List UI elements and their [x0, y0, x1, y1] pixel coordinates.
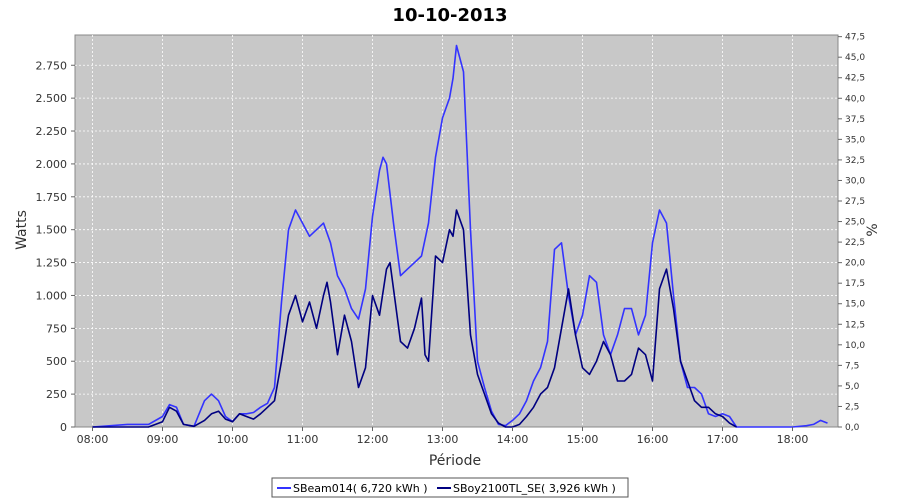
grid-lines [75, 35, 838, 427]
series-lines [92, 44, 828, 428]
x-tick-label: 10:00 [217, 433, 249, 446]
x-tick-label: 18:00 [777, 433, 809, 446]
legend-label-sboy: SBoy2100TL_SE( 3,926 kWh ) [453, 482, 616, 495]
x-tick-label: 16:00 [637, 433, 669, 446]
y2-tick-labels: 0,0 2,5 5,0 7,5 10,0 12,5 15,0 17,5 20,0 22,5 25,0… [845, 33, 865, 433]
y2-tick-label: 10,0 [845, 341, 865, 351]
y2-tick-label: 5,0 [845, 382, 860, 392]
x-tick-label: 14:00 [497, 433, 529, 446]
y2-tick-label: 32,5 [845, 156, 865, 166]
y2-tick-label: 20,0 [845, 259, 865, 269]
plot-area [74, 34, 839, 428]
y2-tick-label: 40,0 [845, 94, 865, 104]
y2-tick-label: 47,5 [845, 33, 865, 43]
y-tick-label: 2.000 [36, 158, 68, 171]
y2-tick-label: 2,5 [845, 402, 859, 412]
y-tick-label: 2.750 [36, 59, 68, 72]
y2-tick-label: 15,0 [845, 300, 865, 310]
x-tick-label: 11:00 [287, 433, 319, 446]
x-tick-labels: 08:00 09:00 10:00 11:00 12:00 13:00 14:00 15:00… [77, 433, 809, 446]
y2-tick-label: 30,0 [845, 176, 865, 186]
y-tick-labels: 0 250 500 750 1.000 1.250 1.500 1.750 2.000 2.250… [36, 59, 68, 434]
y-tick-label: 1.000 [36, 289, 68, 302]
x-tick-label: 09:00 [147, 433, 179, 446]
series-line-1 [92, 209, 737, 428]
y2-tick-label: 42,5 [845, 74, 865, 84]
y2-tick-label: 35,0 [845, 135, 865, 145]
axes [71, 36, 842, 431]
y-axis-title: Watts [14, 210, 30, 250]
y2-tick-label: 45,0 [845, 53, 865, 63]
y2-tick-label: 12,5 [845, 320, 865, 330]
legend: SBeam014( 6,720 kWh ) SBoy2100TL_SE( 3,9… [271, 477, 629, 498]
y-tick-label: 1.500 [36, 224, 68, 237]
y-tick-label: 750 [46, 322, 67, 335]
x-tick-label: 13:00 [427, 433, 459, 446]
y2-tick-label: 7,5 [845, 361, 859, 371]
y2-tick-label: 17,5 [845, 279, 865, 289]
y-tick-label: 250 [46, 388, 67, 401]
x-tick-label: 15:00 [567, 433, 599, 446]
x-tick-label: 12:00 [357, 433, 389, 446]
x-axis-title: Période [429, 453, 481, 469]
x-tick-label: 08:00 [77, 433, 109, 446]
y2-tick-label: 37,5 [845, 115, 865, 125]
y2-axis-title: % [865, 223, 881, 236]
y-tick-label: 2.250 [36, 125, 68, 138]
y-tick-label: 1.750 [36, 191, 68, 204]
x-tick-label: 17:00 [707, 433, 739, 446]
legend-label-sbeam: SBeam014( 6,720 kWh ) [293, 482, 428, 495]
y2-tick-label: 0,0 [845, 423, 860, 433]
y-tick-label: 0 [60, 421, 67, 434]
y2-tick-label: 27,5 [845, 197, 865, 207]
y2-tick-label: 22,5 [845, 238, 865, 248]
chart-title: 10-10-2013 [392, 5, 507, 26]
y-tick-label: 500 [46, 355, 67, 368]
y2-tick-label: 25,0 [845, 218, 865, 228]
y-tick-label: 1.250 [36, 257, 68, 270]
y-tick-label: 2.500 [36, 92, 68, 105]
